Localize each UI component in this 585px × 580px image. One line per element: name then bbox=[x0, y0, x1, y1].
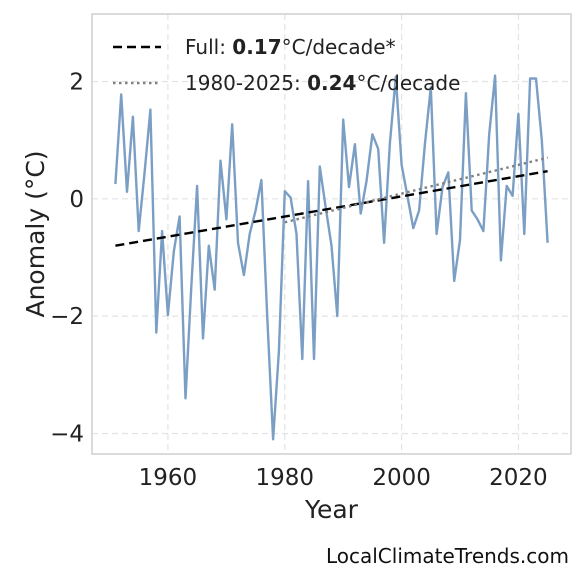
x-tick-label: 2020 bbox=[489, 465, 548, 491]
x-tick-label: 1960 bbox=[139, 465, 198, 491]
y-tick-label: −2 bbox=[50, 304, 84, 330]
x-tick-label: 2000 bbox=[372, 465, 431, 491]
plot-frame bbox=[91, 13, 572, 455]
trend-line bbox=[115, 170, 548, 247]
watermark: LocalClimateTrends.com bbox=[325, 544, 569, 568]
legend-entry: Full: 0.17°C/decade* bbox=[185, 35, 396, 59]
y-tick-label: 0 bbox=[69, 187, 84, 213]
y-tick-label: −4 bbox=[50, 421, 84, 447]
grid bbox=[92, 14, 571, 454]
legend-entry: 1980-2025: 0.24°C/decade bbox=[185, 71, 460, 95]
y-tick-label: 2 bbox=[69, 69, 84, 95]
tick-labels: 1960 1980 2000 2020 −4 −2 0 2 bbox=[50, 69, 548, 491]
y-axis-label: Anomaly (°C) bbox=[21, 150, 50, 317]
x-axis-label: Year bbox=[304, 495, 359, 524]
x-tick-label: 1980 bbox=[255, 465, 314, 491]
anomaly-series-line bbox=[114, 74, 549, 441]
legend: Full: 0.17°C/decade* 1980-2025: 0.24°C/de… bbox=[113, 35, 460, 95]
series-layer bbox=[114, 74, 549, 441]
